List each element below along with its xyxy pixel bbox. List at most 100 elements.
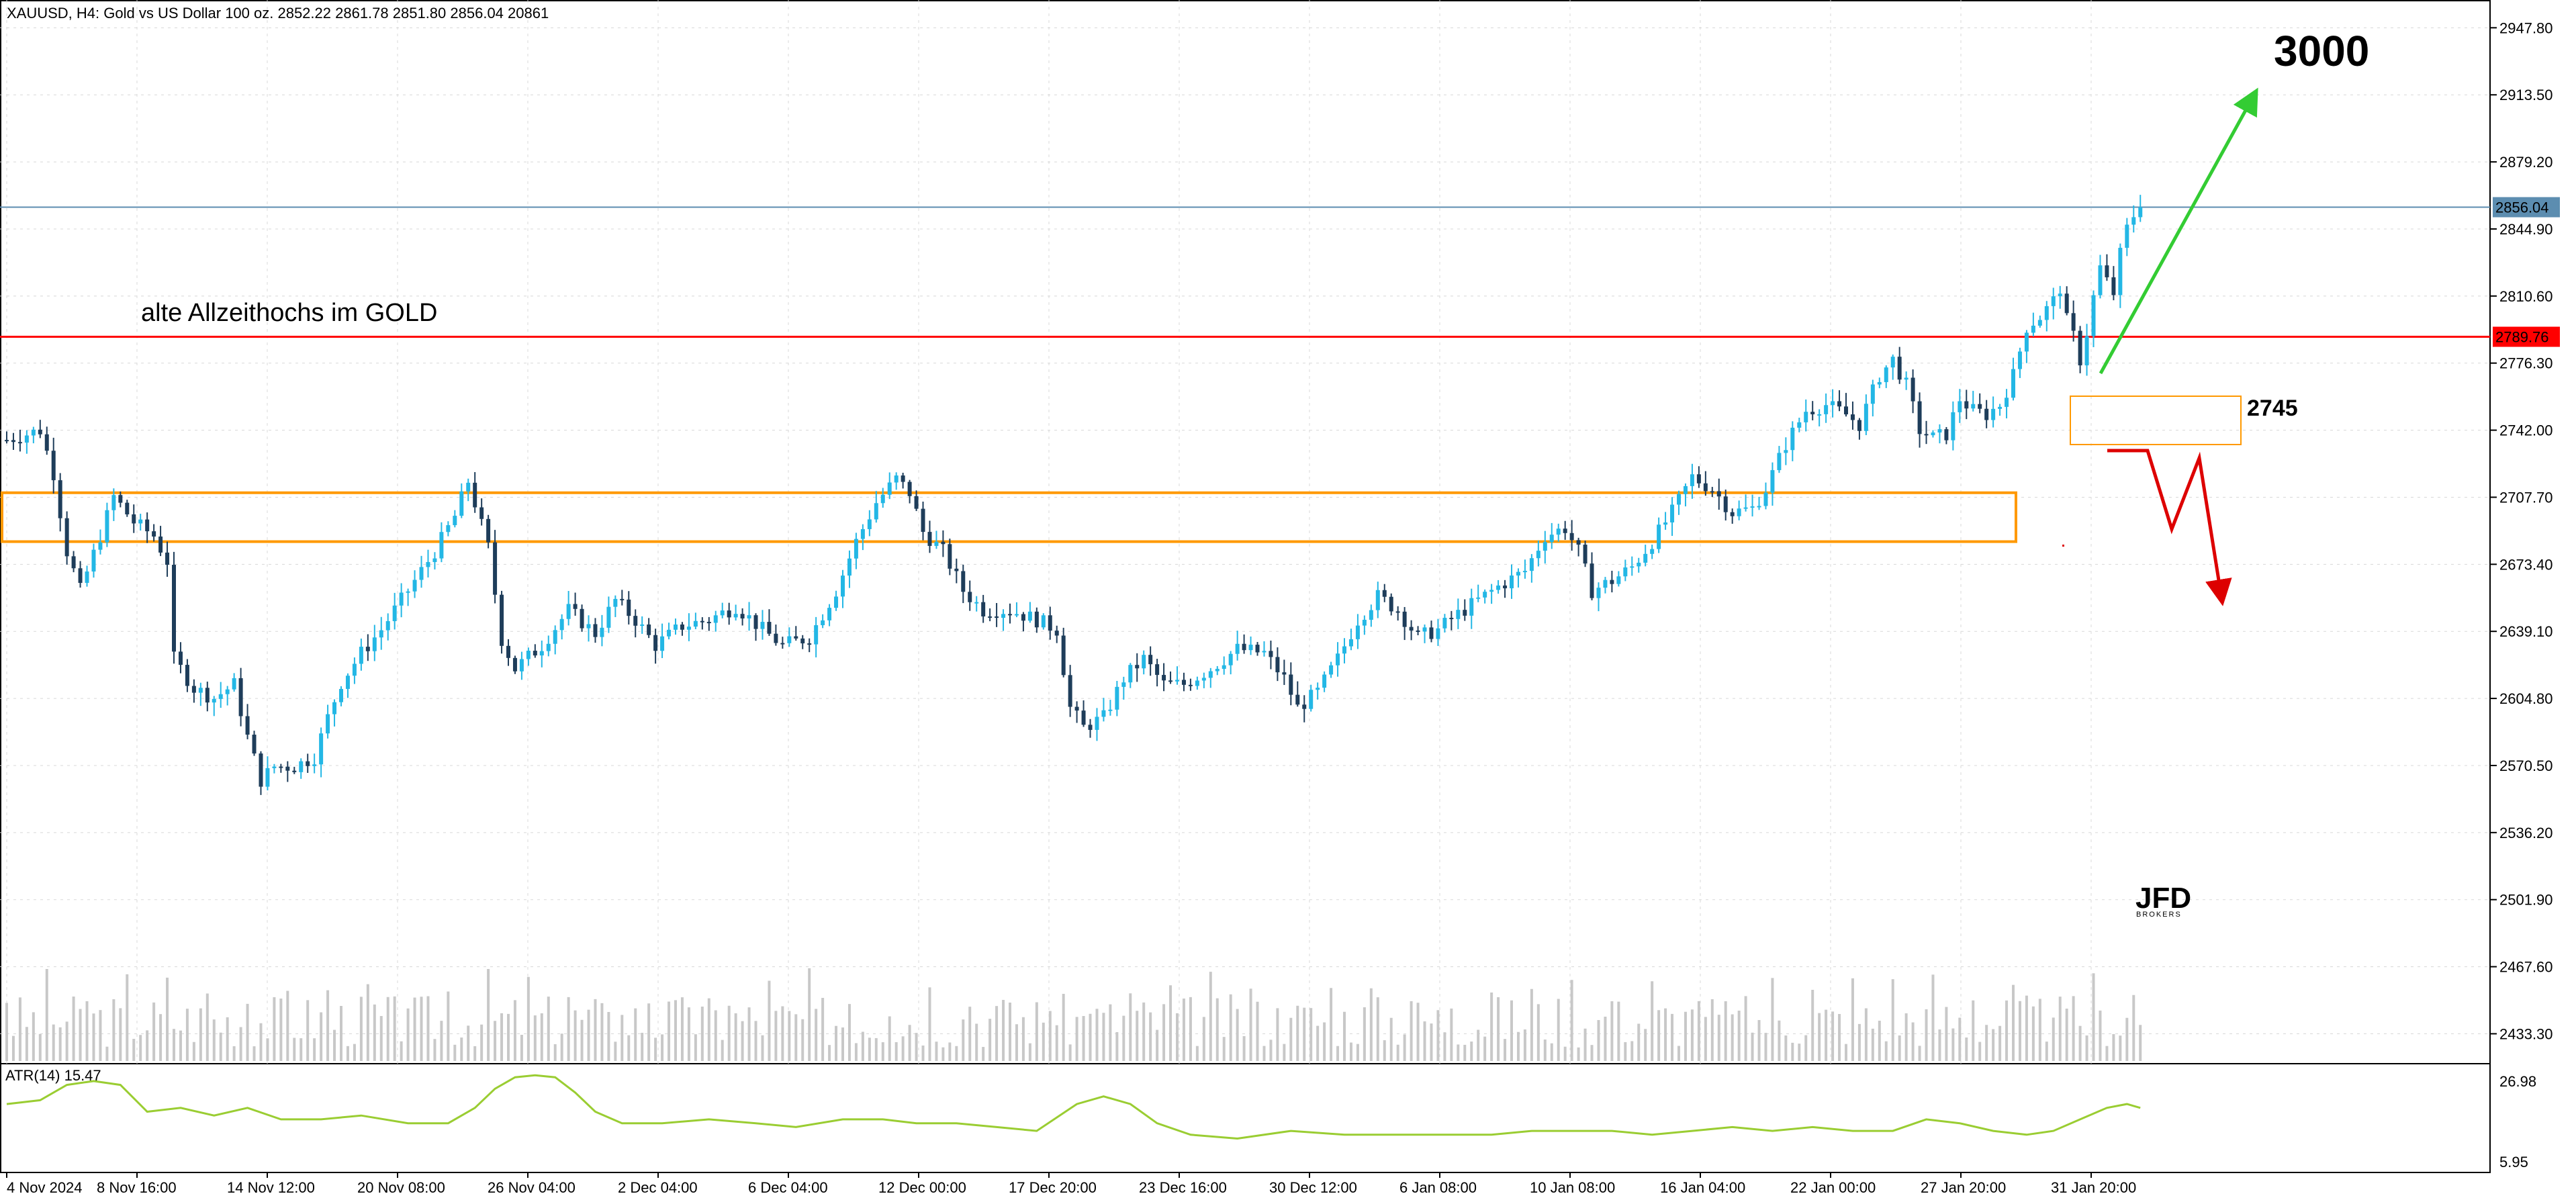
- candle-body: [1409, 627, 1414, 631]
- candle-body: [1971, 404, 1976, 409]
- logo-subtext: BROKERS: [2136, 911, 2182, 919]
- candle-body: [1309, 690, 1314, 709]
- candle-body: [2125, 224, 2129, 248]
- candle-body: [24, 435, 29, 443]
- candle-body: [586, 624, 591, 629]
- candle-body: [125, 502, 130, 514]
- candle-body: [379, 630, 383, 638]
- candle-body: [439, 532, 444, 559]
- y-tick-label: 2639.10: [2499, 623, 2553, 640]
- candle-body: [1737, 508, 1741, 516]
- candle-body: [1637, 562, 1641, 567]
- candle-body: [2131, 217, 2136, 225]
- candle-body: [880, 494, 885, 504]
- candle-body: [138, 519, 143, 524]
- candle-body: [1135, 665, 1140, 669]
- x-tick-label: 6 Jan 08:00: [1399, 1179, 1477, 1196]
- candle-body: [1750, 506, 1755, 508]
- candle-body: [212, 698, 216, 703]
- candle-body: [1837, 401, 1842, 407]
- candle-body: [372, 637, 377, 651]
- candle-body: [1195, 680, 1199, 686]
- candle-body: [500, 594, 504, 646]
- candle-body: [941, 541, 946, 545]
- candle-body: [1115, 686, 1119, 710]
- candle-body: [546, 643, 551, 651]
- candle-body: [593, 624, 598, 637]
- candle-body: [1616, 576, 1621, 584]
- candle-body: [686, 627, 691, 630]
- candle-body: [1696, 474, 1701, 483]
- x-tick-label: 14 Nov 12:00: [227, 1179, 315, 1196]
- candle-body: [17, 442, 22, 444]
- candle-body: [1857, 420, 1861, 431]
- candle-body: [1784, 450, 1788, 453]
- jfd-logo: JFD BROKERS: [2135, 882, 2191, 919]
- candle-body: [519, 659, 524, 672]
- candle-body: [1663, 522, 1668, 525]
- candle-body: [827, 608, 832, 620]
- candle-body: [172, 565, 176, 652]
- candle-body: [1068, 675, 1072, 707]
- resistance-annotation: alte Allzeithochs im GOLD: [141, 299, 437, 327]
- candle-body: [265, 768, 270, 787]
- candle-body: [981, 602, 986, 616]
- candle-body: [385, 620, 390, 631]
- candle-body: [1850, 414, 1855, 420]
- candle-body: [573, 604, 578, 609]
- candle-body: [1081, 710, 1086, 725]
- candle-body: [1034, 611, 1039, 628]
- candle-body: [2071, 313, 2076, 331]
- x-tick-label: 20 Nov 08:00: [357, 1179, 445, 1196]
- candle-body: [1369, 610, 1373, 620]
- candle-body: [1529, 558, 1534, 571]
- candle-body: [446, 525, 451, 533]
- candle-body: [706, 622, 711, 624]
- support-zone[interactable]: [1, 491, 2017, 543]
- x-tick-label: 4 Nov 2024: [7, 1179, 83, 1196]
- candle-body: [11, 440, 15, 443]
- atr-label: ATR(14) 15.47: [5, 1067, 101, 1084]
- candle-body: [165, 552, 170, 565]
- candle-body: [1375, 590, 1380, 610]
- candle-body: [1984, 408, 1989, 420]
- candle-body: [1389, 596, 1393, 612]
- candle-body: [178, 651, 183, 665]
- candle-body: [1362, 619, 1367, 626]
- candle-body: [1670, 504, 1675, 523]
- candle-body: [272, 766, 277, 768]
- candle-body: [2037, 320, 2042, 326]
- candle-body: [191, 686, 196, 693]
- x-tick-label: 26 Nov 04:00: [488, 1179, 576, 1196]
- candle-body: [1683, 486, 1688, 494]
- main-pane-frame: [0, 0, 2491, 1064]
- candle-body: [854, 539, 858, 559]
- candle-body: [1690, 474, 1694, 486]
- candle-body: [326, 714, 330, 734]
- target-box[interactable]: [2070, 396, 2242, 445]
- candle-body: [1168, 680, 1173, 682]
- candle-body: [118, 495, 123, 503]
- candle-body: [285, 766, 290, 771]
- candle-body: [473, 482, 477, 508]
- candle-body: [1242, 643, 1246, 651]
- candle-body: [647, 624, 651, 635]
- candle-body: [339, 688, 343, 702]
- candle-body: [506, 645, 510, 658]
- candle-body: [1543, 542, 1547, 551]
- candle-body: [1817, 414, 1822, 416]
- candle-body: [680, 624, 684, 630]
- candle-body: [1884, 367, 1888, 383]
- y-tick-label: 2879.20: [2499, 154, 2553, 171]
- x-tick-label: 30 Dec 12:00: [1269, 1179, 1357, 1196]
- bullish-projection-arrow[interactable]: [2099, 87, 2258, 375]
- candle-body: [1583, 545, 1588, 564]
- candle-body: [332, 702, 337, 714]
- candle-body: [667, 629, 672, 637]
- candle-body: [539, 651, 544, 656]
- candle-body: [58, 480, 62, 518]
- candle-body: [419, 567, 424, 580]
- candle-body: [185, 665, 189, 686]
- bearish-projection-arrow[interactable]: [2107, 449, 2232, 606]
